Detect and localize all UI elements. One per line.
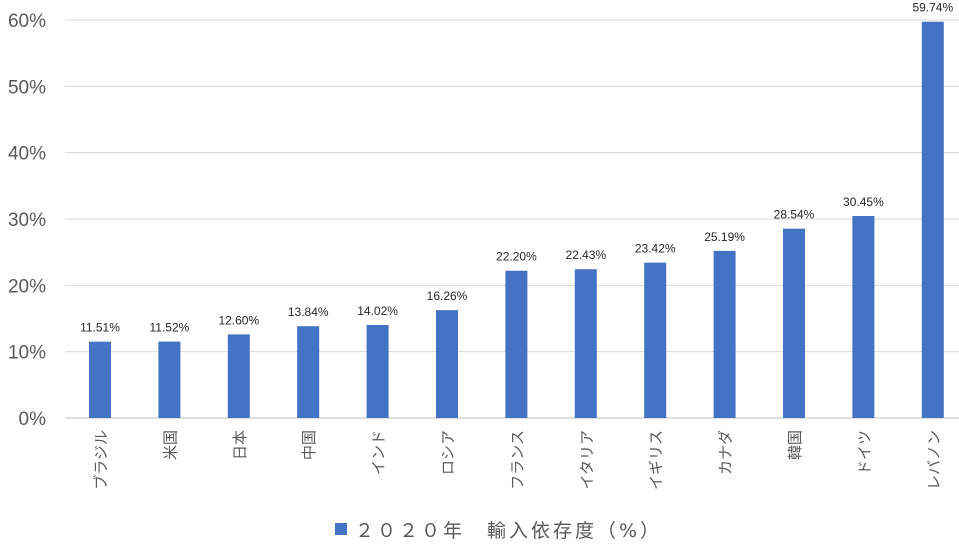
bar: [158, 341, 181, 418]
bars: [89, 21, 944, 418]
bar: [713, 250, 736, 418]
data-label: 30.45%: [843, 195, 884, 209]
y-tick-label: 50%: [8, 77, 46, 98]
data-label: 12.60%: [218, 313, 259, 327]
y-tick-label: 20%: [8, 276, 46, 297]
legend-swatch: [335, 523, 347, 535]
bar: [505, 270, 528, 418]
bar: [574, 269, 597, 418]
data-label: 11.52%: [149, 321, 189, 335]
data-label: 22.43%: [565, 248, 606, 262]
x-tick-label: フランス: [508, 430, 526, 490]
data-label: 11.51%: [80, 321, 120, 335]
x-tick-label: 中国: [300, 430, 318, 460]
bar: [436, 310, 458, 418]
y-tick-label: 0%: [19, 409, 47, 430]
x-axis: ブラジル 米国 日本 中国 インド ロシア フランス イタリア イギリス カナダ 韓国 ドイツ レバノン: [92, 430, 943, 490]
data-label: 16.26%: [427, 289, 468, 303]
x-tick-label: 米国: [161, 430, 179, 460]
bar: [644, 262, 667, 418]
legend: ２０２０年 輸入依存度（%）: [335, 520, 662, 542]
data-labels: 11.51% 11.52% 12.60% 13.84% 14.02% 16.26% 22.2…: [80, 1, 953, 335]
bar: [227, 334, 250, 418]
y-tick-label: 60%: [8, 11, 46, 32]
y-tick-label: 40%: [8, 144, 46, 165]
x-tick-label: ブラジル: [92, 430, 110, 490]
y-tick-label: 10%: [8, 343, 46, 364]
data-label: 13.84%: [288, 305, 329, 319]
x-tick-label: 韓国: [786, 430, 804, 460]
data-label: 14.02%: [357, 304, 398, 318]
x-tick-label: ドイツ: [855, 430, 873, 475]
legend-label: ２０２０年 輸入依存度（%）: [355, 520, 662, 542]
x-tick-label: レバノン: [925, 430, 943, 490]
y-tick-label: 30%: [8, 210, 46, 231]
x-tick-label: イタリア: [578, 430, 596, 489]
data-label: 59.74%: [912, 1, 953, 15]
data-label: 28.54%: [774, 208, 815, 222]
data-label: 22.20%: [496, 250, 537, 264]
x-tick-label: 日本: [231, 430, 249, 460]
x-tick-label: インド: [370, 430, 388, 475]
bar: [89, 341, 111, 418]
data-label: 25.19%: [704, 230, 745, 244]
bar: [297, 326, 320, 418]
y-axis: 0% 10% 20% 30% 40% 50% 60%: [8, 11, 46, 430]
x-tick-label: イギリス: [647, 430, 665, 490]
bar: [783, 228, 805, 418]
bar: [852, 216, 875, 418]
x-tick-label: カナダ: [717, 430, 735, 475]
bar: [921, 21, 944, 418]
bar: [366, 325, 389, 418]
data-label: 23.42%: [635, 242, 676, 256]
x-tick-label: ロシア: [439, 430, 457, 475]
